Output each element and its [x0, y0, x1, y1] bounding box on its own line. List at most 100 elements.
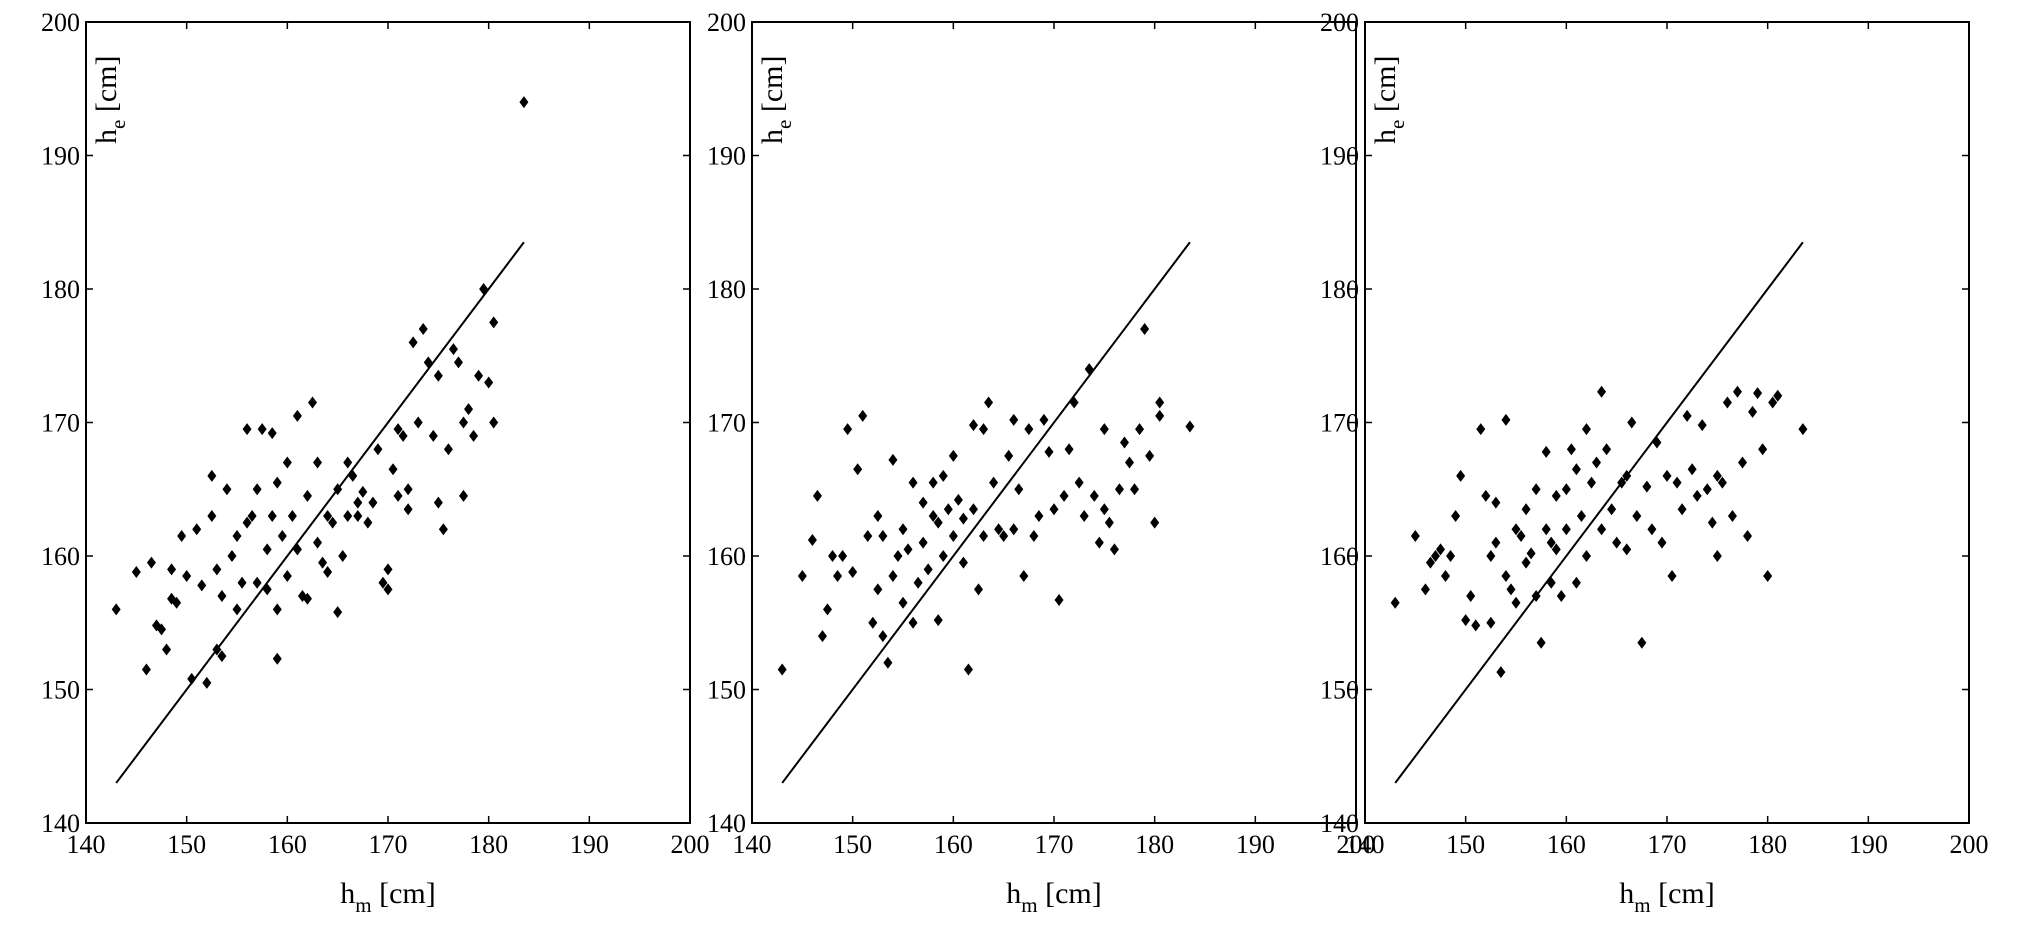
x-tick-label: 160	[1547, 830, 1586, 859]
scatter-point	[984, 396, 994, 409]
scatter-point	[1546, 536, 1556, 549]
x-tick-label: 140	[1346, 830, 1385, 859]
scatter-point	[1074, 476, 1084, 489]
scatter-point	[1652, 436, 1662, 449]
scatter-point	[968, 419, 978, 432]
scatter-point	[172, 596, 182, 609]
scatter-point	[313, 536, 323, 549]
scatter-point	[888, 453, 898, 466]
scatter-point	[459, 489, 468, 502]
scatter-point	[423, 356, 433, 369]
y-tick-label: 160	[707, 542, 746, 571]
x-axis-label: hm [cm]	[340, 877, 435, 917]
y-tick-label: 190	[707, 142, 746, 171]
scatter-point	[146, 556, 156, 569]
scatter-point	[343, 509, 353, 522]
scatter-point	[1667, 570, 1677, 583]
scatter-point	[1581, 423, 1591, 436]
scatter-point	[302, 592, 312, 605]
y-tick-label: 190	[1320, 142, 1359, 171]
scatter-point	[1024, 423, 1034, 436]
scatter-point	[1647, 523, 1657, 536]
scatter-point	[1491, 496, 1501, 509]
scatter-point	[948, 529, 958, 542]
scatter-point	[1561, 483, 1571, 496]
scatter-point	[1637, 636, 1647, 649]
scatter-point	[994, 523, 1004, 536]
scatter-point	[1059, 489, 1069, 502]
scatter-point	[1009, 523, 1019, 536]
y-tick-label: 200	[41, 8, 80, 37]
scatter-point	[999, 529, 1009, 542]
scatter-point	[1748, 405, 1758, 418]
scatter-point	[489, 316, 499, 329]
scatter-point	[428, 429, 438, 442]
scatter-point	[393, 489, 403, 502]
scatter-point	[1536, 636, 1546, 649]
scatter-point	[828, 550, 838, 562]
scatter-point	[212, 563, 222, 576]
scatter-point	[878, 529, 888, 542]
scatter-point	[207, 509, 217, 522]
scatter-point	[1697, 419, 1707, 432]
x-tick-label: 180	[469, 830, 508, 859]
scatter-point	[418, 323, 428, 336]
scatter-point	[1119, 436, 1129, 449]
scatter-point	[918, 536, 928, 549]
scatter-point	[848, 566, 858, 579]
scatter-point	[1602, 443, 1612, 456]
scatter-point	[1743, 529, 1753, 542]
y-tick-label: 180	[41, 275, 80, 304]
scatter-point	[1114, 483, 1124, 496]
scatter-point	[923, 563, 933, 576]
scatter-point	[1481, 489, 1491, 502]
scatter-point	[1727, 509, 1737, 522]
scatter-point	[1014, 483, 1024, 496]
scatter-point	[1094, 536, 1104, 549]
scatter-point	[1150, 516, 1160, 529]
scatter-point	[1571, 463, 1581, 476]
scatter-point	[883, 656, 893, 669]
scatter-point	[1511, 596, 1521, 609]
scatter-point	[302, 489, 312, 502]
scatter-point	[1531, 590, 1541, 603]
x-tick-label: 170	[1035, 830, 1074, 859]
scatter-point	[479, 283, 489, 295]
x-axis-label-main: h	[1619, 877, 1634, 910]
scatter-point	[469, 429, 479, 442]
scatter-point	[1738, 456, 1747, 469]
scatter-point	[1551, 543, 1561, 556]
scatter-point	[1702, 483, 1712, 496]
scatter-point	[157, 623, 166, 636]
x-tick-label: 140	[67, 830, 106, 859]
scatter-point	[267, 509, 277, 522]
y-axis-label-unit: [cm]	[1369, 56, 1402, 120]
y-axis-label-main: h	[756, 129, 789, 144]
scatter-point	[1627, 416, 1637, 429]
x-axis-label-main: h	[1006, 877, 1021, 910]
scatter-point	[262, 583, 272, 596]
scatter-point	[1441, 570, 1451, 583]
scatter-point	[433, 496, 443, 509]
scatter-point	[388, 463, 398, 476]
scatter-point	[1155, 409, 1165, 422]
identity-line	[781, 241, 1191, 784]
x-axis-label: hm [cm]	[1006, 877, 1101, 917]
y-axis-label: he [cm]	[756, 56, 796, 144]
x-tick-label: 170	[1648, 830, 1687, 859]
y-tick-label: 150	[707, 676, 746, 705]
scatter-point	[242, 516, 252, 529]
scatter-point	[1029, 529, 1039, 542]
y-axis-label-main: h	[90, 129, 123, 144]
scatter-point	[232, 603, 242, 616]
scatter-point	[408, 336, 418, 349]
scatter-point	[873, 583, 883, 596]
scatter-point	[393, 423, 403, 436]
scatter-panel-1: 140 150 160 170 180 190 200 140 150 160 170 180 190 2…	[41, 8, 710, 917]
y-axis-label-sub: e	[1385, 120, 1409, 129]
scatter-point	[282, 570, 292, 583]
scatter-point	[373, 443, 383, 456]
scatter-point	[963, 663, 973, 676]
scatter-point	[979, 423, 989, 436]
